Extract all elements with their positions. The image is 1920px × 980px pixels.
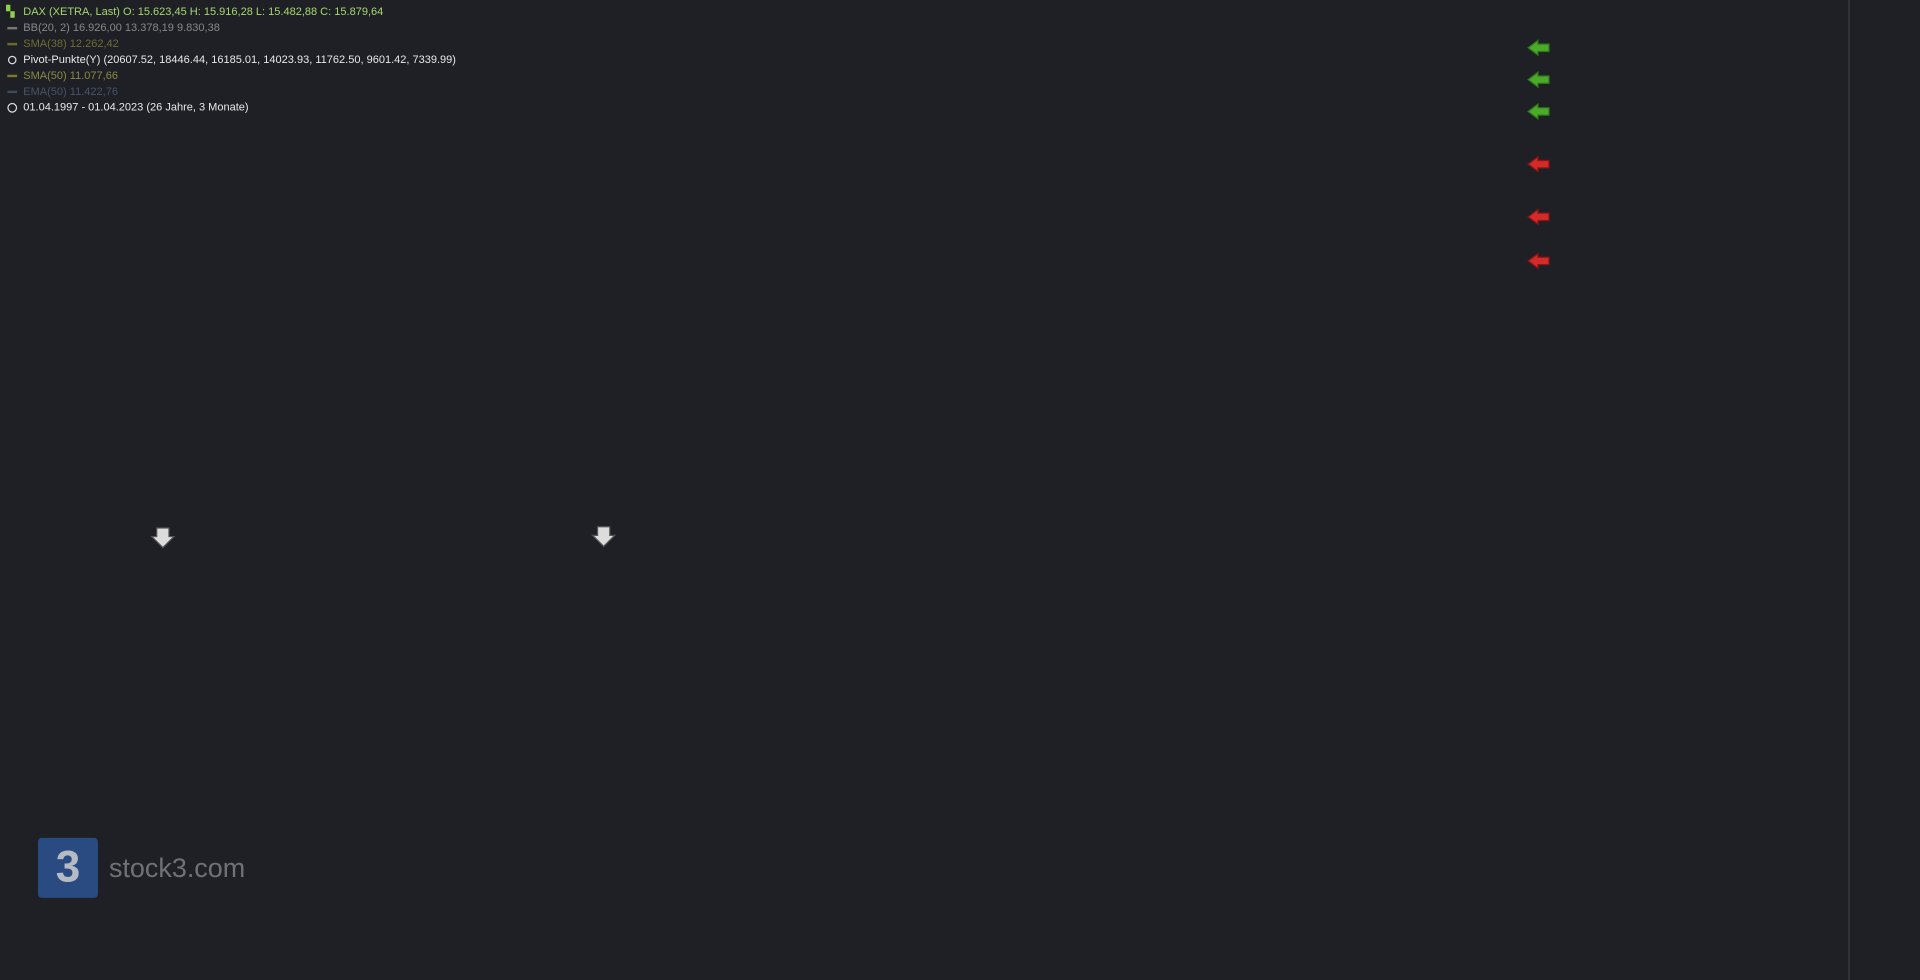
down-arrow (591, 526, 617, 548)
legend-swatch (7, 55, 17, 65)
green-arrow (1527, 102, 1550, 121)
legend-entry: SMA(38) 12.262,42 (23, 38, 119, 50)
legend-entry: EMA(50) 11.422,76 (23, 86, 118, 98)
legend-swatch (7, 42, 18, 46)
red-arrow (1527, 208, 1550, 226)
legend-entry: SMA(50) 11.077,66 (23, 70, 118, 82)
legend-entry: Pivot-Punkte(Y) (20607.52, 18446.44, 161… (23, 54, 456, 66)
legend-entry: BB(20, 2) 16.926,00 13.378,19 9.830,38 (23, 22, 220, 34)
red-arrow (1527, 155, 1550, 173)
legend-swatch (7, 26, 18, 30)
red-arrow (1527, 252, 1550, 270)
watermark-text: stock3.com (109, 853, 245, 883)
legend: ▚ DAX (XETRA, Last) O: 15.623,45 H: 15.9… (5, 4, 456, 114)
legend-swatch (7, 102, 18, 113)
legend-entry: 01.04.1997 - 01.04.2023 (26 Jahre, 3 Mon… (23, 102, 248, 114)
legend-swatch (7, 74, 18, 78)
legend-entry: DAX (XETRA, Last) O: 15.623,45 H: 15.916… (23, 6, 383, 18)
down-arrow (150, 527, 176, 549)
green-arrow (1527, 71, 1550, 89)
watermark: 3 stock3.com (37, 837, 245, 898)
green-arrow (1527, 39, 1550, 57)
logo-text: 3 (56, 842, 81, 891)
legend-swatch (7, 90, 18, 94)
annotations (150, 39, 1550, 549)
legend-icon: ▚ (5, 4, 15, 18)
logo (37, 837, 98, 898)
